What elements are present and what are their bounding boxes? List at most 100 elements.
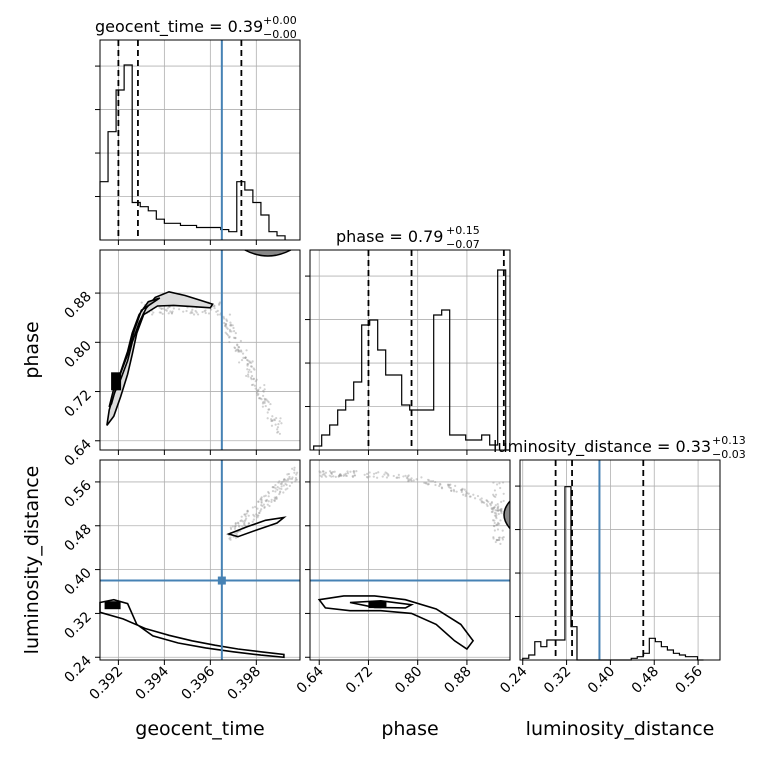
x-tick-label: 0.56 (673, 663, 706, 696)
sample-point (271, 419, 274, 422)
sample-point (427, 483, 430, 486)
sample-point (500, 509, 503, 513)
sample-point (446, 483, 450, 486)
sample-point (500, 508, 503, 511)
sample-point (280, 480, 284, 484)
sample-point (333, 470, 336, 473)
sample-point (276, 431, 279, 434)
sample-point (252, 367, 255, 370)
sample-point (225, 332, 228, 336)
sample-point (171, 310, 174, 313)
sample-point (223, 321, 226, 325)
sample-point (502, 535, 505, 539)
sample-point (447, 485, 450, 488)
sample-point (338, 474, 341, 477)
sample-point (264, 398, 267, 401)
sample-point (288, 477, 292, 480)
sample-point (406, 475, 409, 478)
density-peak (368, 601, 387, 609)
sample-point (275, 497, 278, 500)
sample-point (260, 498, 263, 502)
sample-point (260, 508, 263, 511)
sample-point (236, 343, 239, 346)
sample-point (434, 480, 437, 484)
sample-point (321, 470, 324, 473)
contour-upper (226, 516, 287, 538)
axes-frame (99, 459, 301, 661)
sample-point (265, 398, 268, 401)
sample-point (463, 488, 466, 491)
sample-point (494, 515, 498, 518)
sample-point (271, 489, 275, 493)
sample-point (440, 486, 443, 489)
sample-point (465, 491, 468, 495)
sample-point (257, 388, 260, 391)
sample-point (499, 508, 502, 511)
sample-point (342, 474, 345, 477)
sample-point (480, 497, 483, 500)
sample-point (226, 334, 230, 337)
sample-point (261, 504, 264, 508)
sample-point (213, 304, 216, 307)
sample-point (242, 356, 245, 359)
title-geocent-time-sub: −0.00 (263, 28, 297, 41)
sample-point (501, 529, 504, 532)
sample-point (440, 487, 444, 490)
sample-point (244, 356, 247, 359)
y-tick-label: 0.80 (61, 338, 94, 371)
sample-point (288, 475, 291, 479)
sample-point (496, 502, 499, 506)
density-peak (111, 372, 122, 391)
x-tick-label: 0.72 (343, 664, 376, 697)
sample-point (396, 476, 399, 479)
sample-point (256, 394, 259, 397)
sample-point (228, 340, 231, 344)
sample-point (294, 480, 297, 483)
sample-point (460, 488, 464, 491)
sample-point (284, 479, 288, 482)
sample-point (492, 524, 495, 527)
sample-point (191, 311, 194, 314)
y-tick-label: 0.88 (61, 289, 94, 322)
sample-point (160, 307, 163, 310)
sample-point (260, 500, 263, 503)
sample-point (260, 496, 263, 499)
sample-point (228, 335, 231, 338)
sample-point (229, 526, 232, 529)
sample-point (169, 310, 172, 313)
sample-point (222, 317, 226, 320)
sample-point (278, 432, 281, 435)
sample-point (240, 515, 243, 518)
sample-point (274, 487, 277, 490)
sample-point (256, 389, 259, 392)
sample-point (496, 538, 499, 542)
sample-point (257, 514, 260, 517)
sample-point (496, 506, 500, 509)
sample-point (237, 350, 240, 353)
sample-point (164, 308, 167, 311)
sample-point (501, 538, 504, 541)
sample-point (480, 501, 483, 504)
sample-point (263, 400, 266, 403)
sample-point (496, 521, 500, 524)
sample-point (491, 506, 495, 510)
sample-point (229, 321, 232, 324)
sample-point (243, 520, 246, 523)
sample-point (266, 411, 269, 414)
sample-point (276, 428, 279, 431)
x-tick-label: 0.48 (629, 664, 662, 697)
sample-point (252, 518, 255, 521)
sample-point (233, 346, 236, 349)
sample-point (293, 468, 296, 472)
axes-frame (309, 249, 511, 451)
sample-point (461, 487, 464, 491)
sample-point (407, 480, 410, 483)
sample-point (233, 527, 237, 530)
panel-phase-vs-geocent-time: 0.64 0.72 0.80 0.88 (61, 249, 301, 470)
sample-point (272, 486, 276, 489)
sample-point (245, 374, 248, 378)
sample-point (406, 477, 409, 480)
sample-point (492, 481, 495, 484)
sample-point (331, 470, 335, 474)
